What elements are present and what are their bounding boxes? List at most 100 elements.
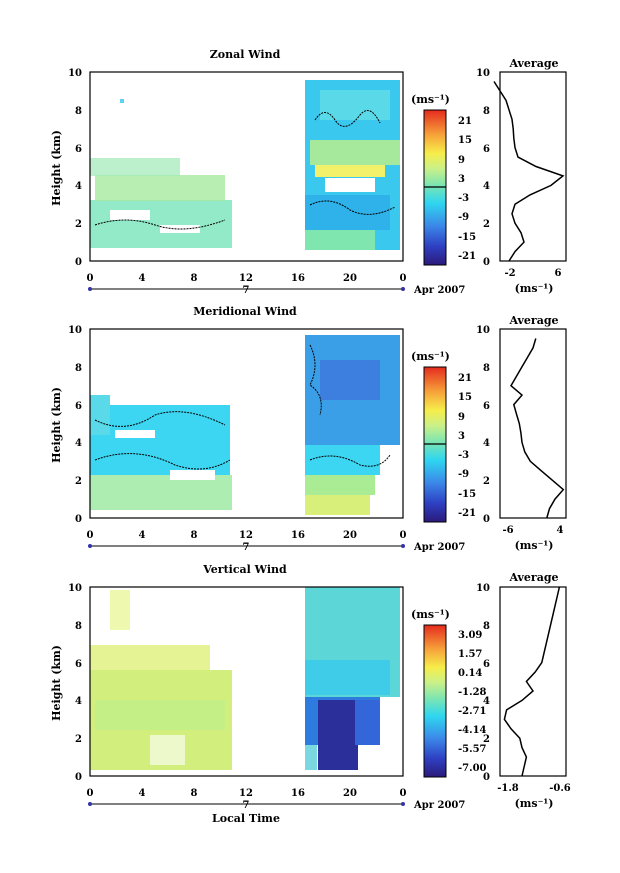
colorbar-tick: -9 — [458, 212, 469, 223]
avg-y-tick: 8 — [483, 363, 490, 374]
colorbar: (ms⁻¹) 21 15 9 3 -3 -9 -15 -21 — [411, 350, 476, 523]
y-tick: 8 — [75, 363, 82, 374]
data-region — [90, 200, 232, 248]
y-tick: 10 — [68, 583, 82, 594]
contour-line — [94, 219, 226, 230]
data-region — [310, 140, 400, 165]
colorbar-gradient — [423, 624, 447, 778]
avg-x-label: (ms⁻¹) — [515, 797, 554, 810]
plot-frame — [89, 71, 404, 262]
day-label: 7 — [243, 285, 250, 296]
avg-y-tick: 6 — [483, 401, 490, 412]
y-axis-label: Height (km) — [50, 387, 63, 463]
colorbar: (ms⁻¹) 3.09 1.57 0.14 -1.28 -2.71 -4.14 … — [411, 608, 487, 778]
plot-frame — [89, 328, 404, 519]
x-tick: 12 — [239, 273, 253, 284]
colorbar-tick: 9 — [458, 155, 465, 166]
day-label: 7 — [243, 542, 250, 553]
colorbar-tick: -21 — [458, 508, 476, 519]
y-axis-label: Height (km) — [50, 130, 63, 206]
heatmap-data — [90, 587, 400, 770]
x-tick: 4 — [139, 273, 146, 284]
data-region — [90, 158, 180, 176]
y-tick: 2 — [75, 734, 82, 745]
panel-meridional: Meridional Wind Height (km) 0 2 4 6 8 1 — [50, 305, 567, 553]
y-tick: 0 — [75, 514, 82, 525]
y-tick: 6 — [75, 144, 82, 155]
avg-frame — [499, 328, 567, 519]
data-region — [95, 700, 225, 730]
avg-profile-line — [493, 81, 565, 262]
data-region — [305, 445, 380, 475]
y-tick: 4 — [75, 696, 82, 707]
y-ticks: 0 2 4 6 8 10 — [68, 68, 82, 268]
x-axis-label: Local Time — [212, 812, 280, 825]
x-tick: 20 — [343, 788, 357, 799]
data-region — [320, 360, 380, 400]
x-tick: 16 — [291, 273, 305, 284]
contour-line — [314, 110, 381, 127]
x-tick: 12 — [239, 788, 253, 799]
avg-y-tick: 0 — [483, 772, 490, 783]
data-speck — [120, 99, 124, 103]
colorbar-tick: -5.57 — [458, 744, 487, 755]
avg-y-tick: 4 — [483, 696, 490, 707]
y-tick: 4 — [75, 438, 82, 449]
x-ticks: 0 4 8 12 16 20 0 — [87, 273, 407, 284]
data-region — [90, 645, 210, 670]
x-tick: 20 — [343, 273, 357, 284]
x-tick: 8 — [191, 273, 198, 284]
data-region — [305, 230, 375, 250]
avg-y-tick: 2 — [483, 734, 490, 745]
data-region — [305, 660, 390, 695]
avg-y-tick: 10 — [476, 325, 490, 336]
date-label: Apr 2007 — [413, 800, 465, 811]
data-region — [305, 495, 370, 515]
panel-title: Meridional Wind — [193, 305, 297, 318]
x-tick: 0 — [87, 530, 94, 541]
contour-line — [309, 200, 396, 215]
data-region — [305, 475, 375, 495]
heatmap-data — [90, 335, 400, 515]
data-region — [320, 90, 390, 120]
avg-y-tick: 0 — [483, 257, 490, 268]
date-label: Apr 2007 — [413, 285, 465, 296]
y-tick: 2 — [75, 219, 82, 230]
avg-y-tick: 2 — [483, 476, 490, 487]
colorbar-unit: (ms⁻¹) — [411, 608, 450, 621]
y-tick: 8 — [75, 621, 82, 632]
colorbar-tick: 3 — [458, 174, 465, 185]
data-region — [315, 165, 385, 177]
avg-y-tick: 6 — [483, 144, 490, 155]
colorbar-tick: -4.14 — [458, 725, 487, 736]
avg-title: Average — [508, 314, 558, 327]
day-axis: 7 Apr 2007 — [88, 542, 465, 553]
avg-title: Average — [508, 571, 558, 584]
colorbar-unit: (ms⁻¹) — [411, 93, 450, 106]
colorbar-tick: -1.28 — [458, 687, 487, 698]
data-gap — [325, 178, 375, 192]
panel-title: Zonal Wind — [210, 48, 281, 61]
day-axis: 7 Apr 2007 — [88, 800, 465, 811]
avg-x-tick: -1.8 — [497, 783, 519, 794]
y-tick: 4 — [75, 181, 82, 192]
colorbar-tick: 15 — [458, 392, 472, 403]
y-tick: 2 — [75, 476, 82, 487]
data-region — [305, 195, 390, 230]
avg-x-tick: 4 — [557, 525, 564, 536]
y-tick: 0 — [75, 772, 82, 783]
colorbar-tick: 15 — [458, 135, 472, 146]
colorbar-tick: -2.71 — [458, 706, 487, 717]
plot-frame — [89, 586, 404, 777]
colorbar-tick: -9 — [458, 469, 469, 480]
average-profile-panel: Average 0 2 4 6 8 10 -6 4 (ms⁻¹) — [476, 314, 567, 552]
avg-frame — [499, 71, 567, 262]
contour-line — [94, 453, 231, 470]
panel-vertical: Vertical Wind Height (km) 0 2 4 6 8 10 0 — [50, 563, 571, 825]
colorbar-tick: -15 — [458, 232, 476, 243]
avg-profile-line — [503, 586, 561, 777]
panel-title: Vertical Wind — [202, 563, 287, 576]
x-tick: 0 — [400, 788, 407, 799]
avg-x-tick: -2 — [504, 268, 515, 279]
